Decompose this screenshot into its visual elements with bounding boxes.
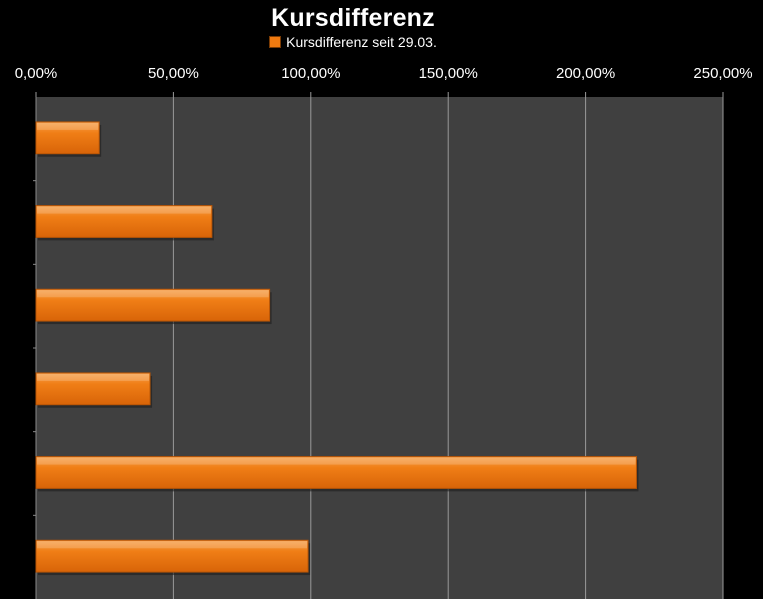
bars [35, 121, 639, 576]
bar-highlight [37, 290, 269, 298]
bar-highlight [37, 206, 211, 214]
gridlines [33, 92, 724, 599]
bar[interactable] [35, 372, 151, 406]
legend-label: Kursdifferenz seit 29.03. [286, 34, 437, 50]
chart-title: Kursdifferenz [271, 4, 435, 32]
bar[interactable] [35, 205, 213, 238]
legend[interactable]: Kursdifferenz seit 29.03. [0, 34, 706, 50]
bar-highlight [37, 373, 150, 381]
plot-area [36, 97, 723, 599]
bar[interactable] [35, 121, 100, 155]
bar[interactable] [35, 288, 271, 322]
x-tick-label: 50,00% [148, 65, 199, 82]
legend-swatch [269, 36, 282, 48]
x-tick-label: 200,00% [556, 65, 615, 82]
bar[interactable] [35, 456, 637, 489]
x-axis-tick-labels: 0,00% 50,00% 100,00% 150,00% 200,00% 250,00% [15, 65, 753, 82]
x-tick-label: 150,00% [419, 65, 478, 82]
x-tick-label: 250,00% [693, 65, 752, 82]
bar-highlight [37, 541, 308, 549]
bar-highlight [37, 457, 636, 465]
x-tick-label: 0,00% [15, 65, 58, 82]
bar-highlight [37, 122, 99, 130]
bar[interactable] [35, 539, 309, 573]
x-tick-label: 100,00% [281, 65, 340, 82]
